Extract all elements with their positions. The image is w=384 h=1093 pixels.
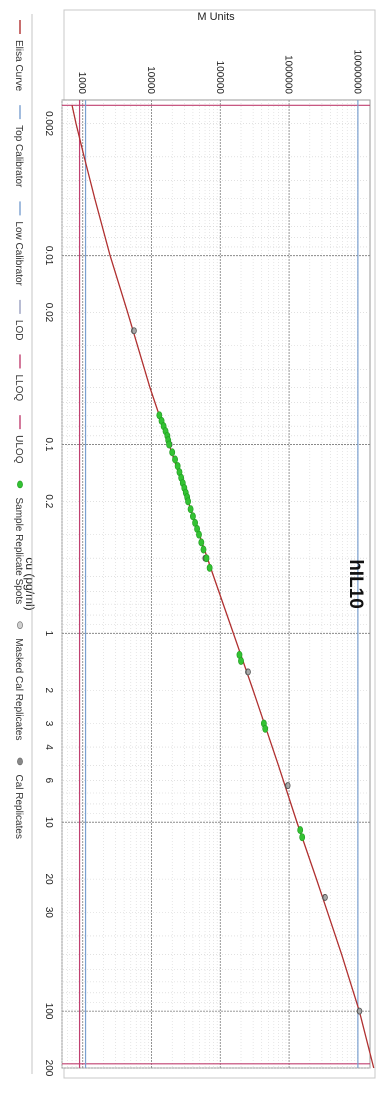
sample-replicate-spots-point <box>203 554 210 563</box>
x-tick-label: 0.2 <box>43 494 54 508</box>
sample-replicate-spots-point <box>238 657 244 665</box>
x-tick-label: 0.1 <box>43 438 54 452</box>
x-tick-label: 200 <box>43 1060 54 1077</box>
legend-lod-label: LOD <box>13 320 24 341</box>
x-tick-label: 30 <box>43 907 54 919</box>
y-tick-label: 1000000 <box>283 55 294 94</box>
cal-replicates-point <box>357 1007 363 1015</box>
sample-replicate-spots-point <box>299 833 306 842</box>
chart-title: hIL10 <box>345 559 366 609</box>
legend-sample-replicate-spots-label: Sample Replicate Spots <box>13 497 24 604</box>
x-tick-label: 0.002 <box>43 111 54 136</box>
y-tick-label: 10000 <box>145 66 156 94</box>
sample-replicate-spots-point <box>187 505 194 514</box>
cal-replicates-point <box>131 327 137 335</box>
sample-replicate-spots-point <box>262 724 269 733</box>
sample-replicate-spots-point <box>166 440 172 449</box>
legend-cal-replicates-label: Cal Replicates <box>13 774 24 838</box>
legend-masked-cal-replicates-label: Masked Cal Replicates <box>13 638 24 740</box>
x-tick-label: 10 <box>43 817 54 829</box>
legend-uloq-label: ULOQ <box>13 435 24 464</box>
y-tick-label: 1000 <box>76 72 87 95</box>
x-tick-label: 100 <box>43 1003 54 1020</box>
x-tick-label: 2 <box>43 687 54 693</box>
cal-replicates-point <box>322 894 328 901</box>
legend-low-calibrator-label: Low Calibrator <box>13 221 24 286</box>
x-tick-label: 4 <box>43 744 54 750</box>
legend-cal-replicates-swatch <box>17 757 23 766</box>
sample-replicate-spots-point <box>196 530 202 539</box>
x-axis-label: cu (pg/ml) <box>23 557 37 610</box>
legend-top-calibrator-label: Top Calibrator <box>13 125 24 188</box>
x-tick-label: 0.02 <box>43 303 54 323</box>
sample-replicate-spots-point <box>185 497 191 506</box>
sample-replicate-spots-point <box>172 455 178 464</box>
sample-replicate-spots-point <box>206 563 213 572</box>
y-axis-label: M Units <box>197 11 235 23</box>
rotated-chart-group: hIL10 0.002 0.01 0.02 0.1 0.2 1 2 3 4 6 10 20 30 100 20… <box>13 11 375 1077</box>
x-tick-label: 3 <box>43 721 54 727</box>
cal-replicates-point <box>285 782 291 790</box>
legend-elisa-curve-label: Elisa Curve <box>13 40 24 92</box>
x-tick-label: 0.01 <box>43 246 54 266</box>
sample-replicate-spots-point <box>200 545 207 554</box>
y-tick-label: 100000 <box>214 61 225 95</box>
x-tick-label: 1 <box>43 631 54 637</box>
x-tick-label: 20 <box>43 874 54 886</box>
legend-sample-replicate-spots-swatch <box>17 480 23 489</box>
sample-replicate-spots-point <box>297 826 304 834</box>
sample-replicate-spots-point <box>169 448 176 457</box>
x-tick-label: 6 <box>43 778 54 784</box>
y-tick-label: 10000000 <box>351 50 362 95</box>
cal-replicates-point <box>245 668 251 676</box>
legend-lloq-label: LLOQ <box>13 374 24 401</box>
sample-replicate-spots-point <box>190 512 196 521</box>
legend-masked-cal-replicates-swatch <box>17 621 23 630</box>
sample-replicate-spots-point <box>198 538 205 547</box>
